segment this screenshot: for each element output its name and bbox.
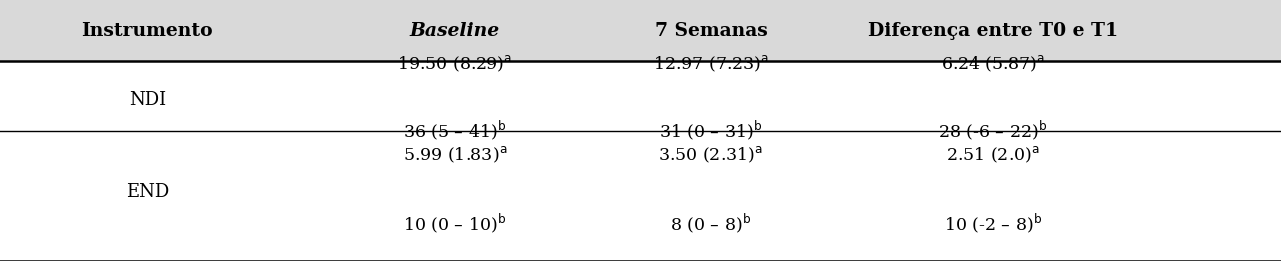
Text: 5.99 (1.83)$^{\mathrm{a}}$: 5.99 (1.83)$^{\mathrm{a}}$ — [402, 145, 507, 165]
Text: 2.51 (2.0)$^{\mathrm{a}}$: 2.51 (2.0)$^{\mathrm{a}}$ — [945, 145, 1040, 165]
Text: 19.50 (8.29)$^{\mathrm{a}}$: 19.50 (8.29)$^{\mathrm{a}}$ — [397, 54, 512, 74]
Text: 7 Semanas: 7 Semanas — [655, 22, 767, 40]
Text: 36 (5 – 41)$^{\mathrm{b}}$: 36 (5 – 41)$^{\mathrm{b}}$ — [404, 119, 506, 142]
Text: 6.24 (5.87)$^{\mathrm{a}}$: 6.24 (5.87)$^{\mathrm{a}}$ — [940, 54, 1045, 74]
Text: 28 (-6 – 22)$^{\mathrm{b}}$: 28 (-6 – 22)$^{\mathrm{b}}$ — [938, 119, 1048, 142]
Bar — [0, 0, 1281, 61]
Text: END: END — [126, 183, 169, 201]
Text: Diferença entre T0 e T1: Diferença entre T0 e T1 — [867, 22, 1118, 40]
Text: 12.97 (7.23)$^{\mathrm{a}}$: 12.97 (7.23)$^{\mathrm{a}}$ — [653, 54, 769, 74]
Bar — [0, 61, 1281, 261]
Text: NDI: NDI — [129, 92, 165, 109]
Text: 31 (0 – 31)$^{\mathrm{b}}$: 31 (0 – 31)$^{\mathrm{b}}$ — [660, 119, 762, 142]
Text: Baseline: Baseline — [410, 22, 500, 40]
Text: Instrumento: Instrumento — [82, 22, 213, 40]
Text: 3.50 (2.31)$^{\mathrm{a}}$: 3.50 (2.31)$^{\mathrm{a}}$ — [658, 145, 763, 165]
Text: 10 (-2 – 8)$^{\mathrm{b}}$: 10 (-2 – 8)$^{\mathrm{b}}$ — [944, 211, 1041, 235]
Text: 10 (0 – 10)$^{\mathrm{b}}$: 10 (0 – 10)$^{\mathrm{b}}$ — [404, 211, 506, 235]
Text: 8 (0 – 8)$^{\mathrm{b}}$: 8 (0 – 8)$^{\mathrm{b}}$ — [670, 211, 752, 235]
